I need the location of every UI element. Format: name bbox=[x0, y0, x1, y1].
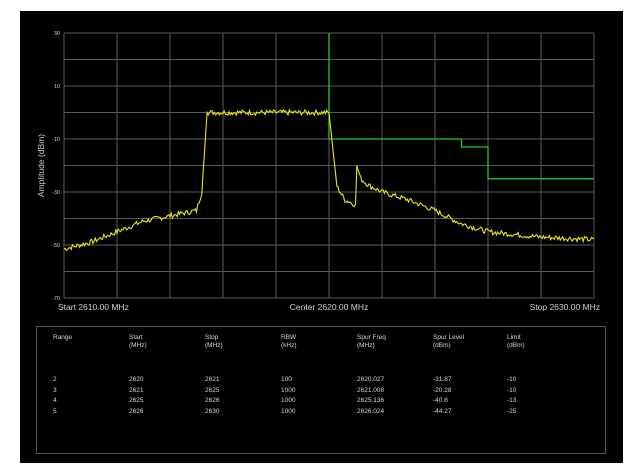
table-header: Spur Freq (MHz) bbox=[357, 334, 386, 349]
table-cell: 2626.024 bbox=[357, 407, 385, 415]
table-cell: 3 bbox=[53, 386, 57, 394]
table-cell: -13 bbox=[507, 397, 517, 404]
y-tick-label: 10 bbox=[54, 84, 60, 90]
table-cell: 2 bbox=[53, 376, 57, 383]
table-cell: 1000 bbox=[281, 386, 296, 394]
table-cell: 1000 bbox=[281, 407, 296, 415]
table-cell: -40.8 bbox=[433, 397, 448, 404]
table-header: Range bbox=[53, 334, 73, 341]
table-cell: 2621.008 bbox=[357, 386, 385, 394]
table-cell: 1000 bbox=[281, 397, 296, 404]
x-stop-label: Stop 2630.00 MHz bbox=[530, 302, 600, 311]
table-cell: 4 bbox=[53, 397, 57, 404]
spur-results-table: Range Start (MHz) Stop (MHz) RBW (kHz) Spur Fre… bbox=[36, 326, 606, 454]
table-cell: -20.28 bbox=[433, 386, 452, 394]
y-tick-label: -30 bbox=[52, 190, 60, 196]
y-tick-label: -50 bbox=[52, 243, 60, 249]
table-cell: -25 bbox=[507, 407, 517, 415]
spectrum-analyzer-window: 30 10 -10 -30 -50 -70 Amplitude (dBm) Start 261… bbox=[20, 11, 623, 463]
table-header: Stop (MHz) bbox=[205, 334, 223, 349]
spectrum-trace bbox=[63, 108, 595, 252]
table-cell: -31.87 bbox=[433, 376, 452, 383]
limit-line bbox=[328, 33, 594, 180]
x-start-label: Start 2610.00 MHz bbox=[58, 302, 129, 311]
table-cell: 100 bbox=[281, 376, 292, 383]
spectrum-plot: 30 10 -10 -30 -50 -70 Amplitude (dBm) Start 261… bbox=[36, 31, 600, 311]
table-cell: 2621 bbox=[129, 386, 144, 394]
table-cell: 2626 bbox=[129, 407, 144, 415]
table-cell: 2620 bbox=[129, 376, 144, 383]
table-cell: -10 bbox=[507, 376, 517, 383]
table-cell: 2625 bbox=[205, 386, 220, 394]
y-tick-label: -10 bbox=[52, 137, 60, 143]
table-cell: 2630 bbox=[205, 407, 220, 415]
table-cell: -10 bbox=[507, 386, 517, 394]
table-header: Spur Level (dBm) bbox=[433, 334, 465, 349]
table-header: Limit (dBm) bbox=[507, 334, 525, 349]
table-cell: 2625.136 bbox=[357, 397, 385, 404]
y-tick-label: 30 bbox=[54, 31, 60, 37]
x-center-label: Center 2620.00 MHz bbox=[290, 302, 368, 311]
table-cell: 2625 bbox=[129, 397, 144, 404]
y-tick-label: -70 bbox=[52, 296, 60, 302]
table-cell: 5 bbox=[53, 407, 57, 415]
table-header: Start (MHz) bbox=[129, 334, 147, 349]
y-axis-title: Amplitude (dBm) bbox=[36, 134, 46, 197]
table-cell: -44.27 bbox=[433, 407, 452, 415]
table-cell: 2626 bbox=[205, 397, 220, 404]
table-header: RBW (kHz) bbox=[281, 334, 297, 349]
table-cell: 2620.027 bbox=[357, 376, 385, 383]
table-cell: 2621 bbox=[205, 376, 220, 383]
